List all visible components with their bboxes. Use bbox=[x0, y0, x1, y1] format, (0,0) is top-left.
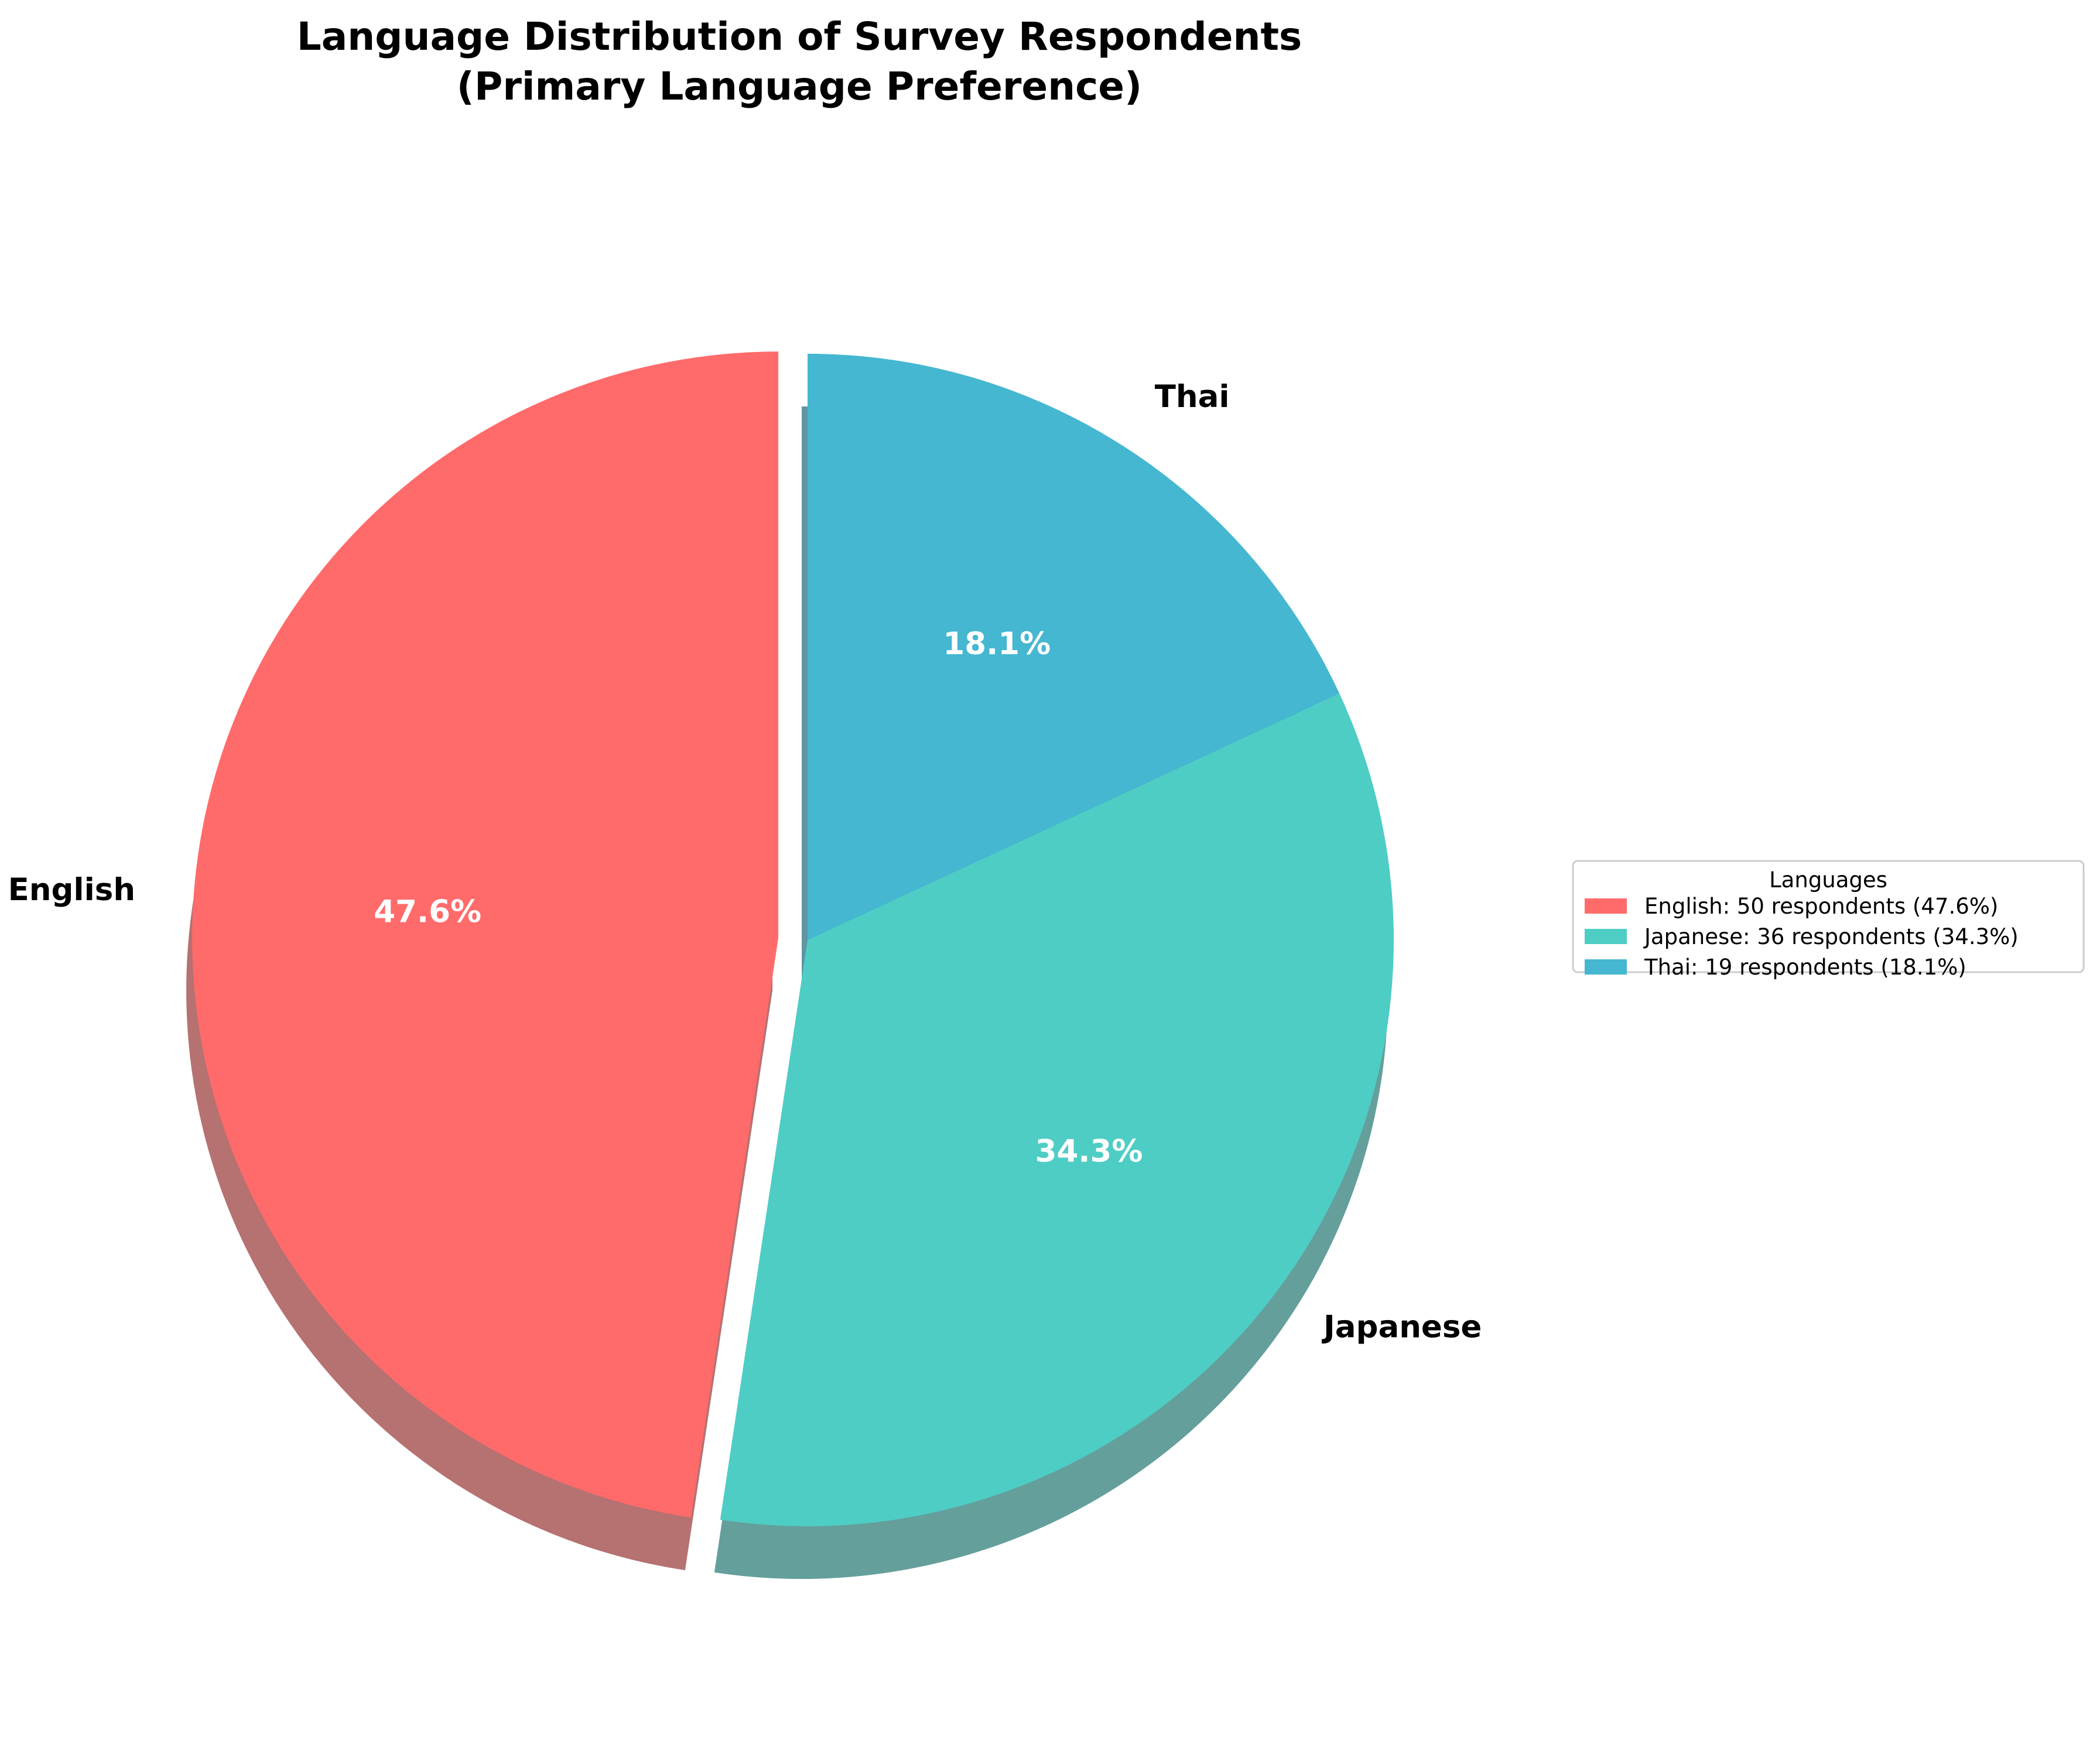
legend-swatch-english bbox=[1585, 898, 1627, 914]
legend-entry-thai: Thai: 19 respondents (18.1%) bbox=[1644, 955, 1966, 980]
legend-entry-english: English: 50 respondents (47.6%) bbox=[1644, 894, 1998, 919]
slice-label-thai: Thai bbox=[1155, 379, 1230, 415]
slice-label-japanese: Japanese bbox=[1322, 1309, 1482, 1345]
chart-title: Language Distribution of Survey Responde… bbox=[297, 14, 1302, 59]
slice-label-english: English bbox=[8, 872, 136, 908]
slice-english bbox=[192, 351, 779, 1518]
slice-percent-english: 47.6% bbox=[374, 894, 481, 929]
slice-japanese bbox=[720, 693, 1394, 1526]
legend-entry-japanese: Japanese: 36 respondents (34.3%) bbox=[1643, 924, 2019, 949]
legend-title: Languages bbox=[1769, 867, 1887, 893]
legend-swatch-japanese bbox=[1585, 929, 1627, 944]
pie-slices bbox=[192, 351, 1394, 1526]
legend-swatch-thai bbox=[1585, 959, 1627, 975]
legend: Languages English: 50 respondents (47.6%… bbox=[1572, 860, 2085, 980]
legend-frame bbox=[1572, 860, 2085, 973]
chart-subtitle: (Primary Language Preference) bbox=[457, 64, 1142, 109]
legend-entries: English: 50 respondents (47.6%) Japanese:… bbox=[1585, 894, 2019, 980]
slice-labels: English 47.6% Japanese 34.3% Thai 18.1% bbox=[8, 379, 1482, 1345]
slice-percent-thai: 18.1% bbox=[943, 626, 1051, 662]
slice-percent-japanese: 34.3% bbox=[1035, 1133, 1143, 1169]
slice-thai bbox=[808, 354, 1340, 940]
